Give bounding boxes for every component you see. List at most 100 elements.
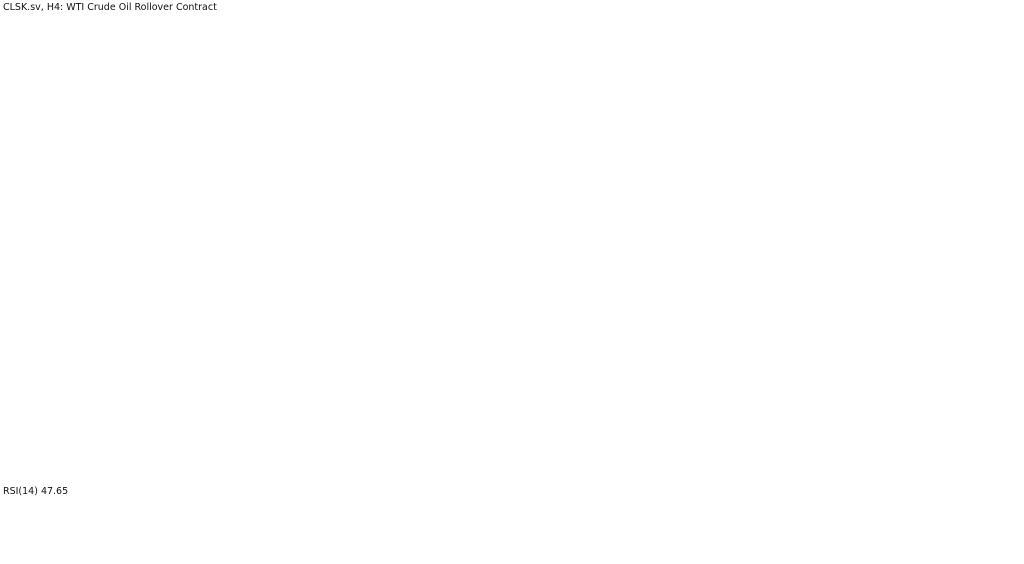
candle <box>757 259 762 273</box>
candle <box>465 220 470 253</box>
candle <box>207 371 212 386</box>
candle <box>97 408 102 413</box>
bearish-candle-body <box>702 191 707 258</box>
candles <box>4 57 789 424</box>
candle <box>487 209 492 223</box>
candle <box>509 213 514 241</box>
candle <box>416 269 421 341</box>
bullish-candle-body <box>724 245 729 254</box>
bearish-candle-body <box>751 264 756 269</box>
bearish-candle-body <box>410 256 415 304</box>
bullish-candle-body <box>229 361 234 373</box>
bullish-candle-body <box>416 275 421 304</box>
x-tick-label: 3 Mar 20:00 <box>263 551 318 561</box>
bearish-candle-body <box>317 317 322 320</box>
candle <box>427 297 432 305</box>
bearish-candle-body <box>158 409 163 418</box>
bullish-candle-body <box>773 251 778 265</box>
moving-average <box>5 219 787 426</box>
candle <box>493 214 498 224</box>
y-tick-label: 120.98 <box>983 46 1015 56</box>
resistance-price-label-bg <box>977 215 1020 228</box>
bearish-candle-body <box>103 410 108 414</box>
bearish-candle-body <box>383 222 388 284</box>
bullish-candle-body <box>768 262 773 269</box>
candle <box>410 255 415 306</box>
bullish-candle-body <box>257 347 262 353</box>
bullish-candle-body <box>163 414 168 418</box>
bullish-candle-body <box>224 371 229 380</box>
candle <box>537 197 542 230</box>
highlight-rectangle <box>705 238 790 290</box>
ma-line <box>5 219 787 426</box>
candle <box>603 204 608 233</box>
bearish-candle-body <box>729 243 734 251</box>
bullish-candle-body <box>334 287 339 291</box>
candle <box>356 121 361 168</box>
support-price-label: 81.55 <box>981 305 1007 315</box>
candle <box>608 204 613 220</box>
resistance-price-label: 94.71 <box>981 219 1007 229</box>
candle <box>180 398 185 409</box>
candle <box>240 334 245 348</box>
candle <box>432 272 437 302</box>
chart-title: CLSK.sv, H4: WTI Crude Oil Rollover Cont… <box>3 2 217 13</box>
bullish-candle-body <box>26 407 31 410</box>
bearish-candle-body <box>762 264 767 269</box>
candle <box>290 342 295 346</box>
bullish-candle-body <box>526 200 531 216</box>
rsi-tick-label: 100.00 <box>983 484 1015 494</box>
bearish-candle-body <box>658 225 663 228</box>
bullish-candle-body <box>691 193 696 200</box>
candle <box>246 337 251 350</box>
candle <box>784 243 789 248</box>
candle <box>59 404 64 411</box>
bearish-candle-body <box>246 338 251 349</box>
candle <box>614 185 619 209</box>
bullish-candle-body <box>75 404 80 409</box>
candle <box>691 192 696 203</box>
bullish-candle-body <box>432 277 437 301</box>
bearish-candle-body <box>356 130 361 133</box>
candle <box>669 217 674 225</box>
candle <box>625 192 630 215</box>
candle <box>773 249 778 271</box>
candle <box>641 187 646 217</box>
bullish-candle-body <box>454 233 459 267</box>
candle <box>130 412 135 417</box>
bearish-candle-body <box>372 164 377 173</box>
x-tick-label: 18 Mar 12:00 <box>609 551 669 561</box>
bullish-candle-body <box>542 224 547 227</box>
bullish-candle-body <box>328 289 333 311</box>
candle <box>685 176 690 203</box>
bullish-candle-body <box>449 265 454 273</box>
bearish-candle-body <box>119 412 124 415</box>
bullish-candle-body <box>141 413 146 416</box>
candle <box>762 259 767 277</box>
candle <box>405 242 410 276</box>
bearish-candle-body <box>284 342 289 345</box>
candle <box>768 257 773 276</box>
rsi-line <box>5 489 788 523</box>
bullish-candle-body <box>779 245 784 253</box>
candle <box>334 285 339 294</box>
bullish-candle-body <box>718 252 723 266</box>
bullish-candle-body <box>312 317 317 326</box>
candle <box>114 410 119 414</box>
candle <box>262 340 267 350</box>
candle <box>235 341 240 365</box>
bullish-candle-body <box>213 377 218 385</box>
candle <box>26 406 31 411</box>
candle <box>526 196 531 217</box>
candle <box>570 207 575 228</box>
candle <box>498 208 503 224</box>
bearish-candle-body <box>268 342 273 362</box>
candle <box>718 249 723 274</box>
bullish-candle-body <box>707 256 712 259</box>
bearish-candle-body <box>114 411 119 414</box>
bearish-candle-body <box>647 204 652 227</box>
candle <box>136 413 141 417</box>
bearish-candle-body <box>86 405 91 412</box>
bearish-candle-body <box>125 413 130 415</box>
